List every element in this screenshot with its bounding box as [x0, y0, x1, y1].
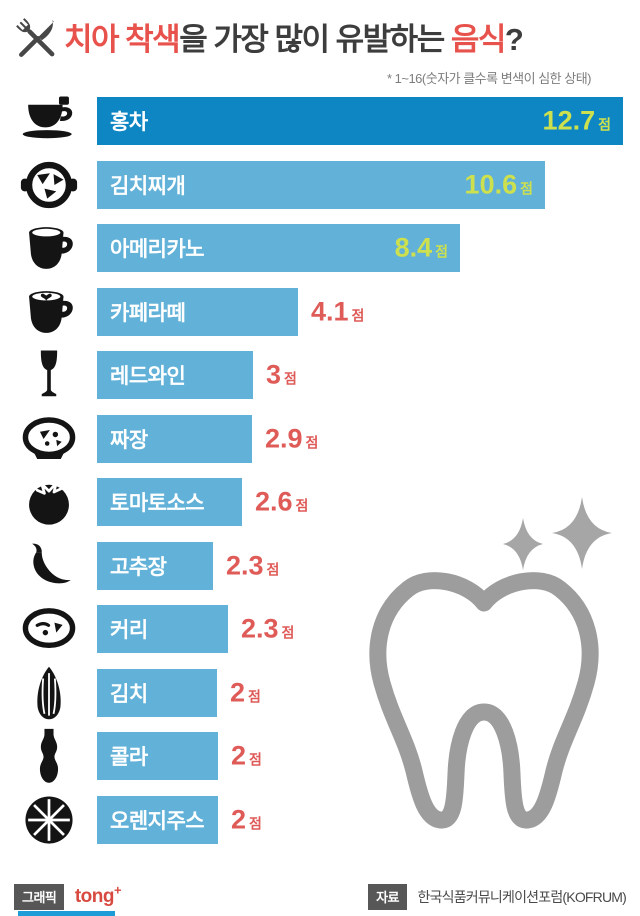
chart-row: 토마토소스 2.6 점: [0, 478, 640, 526]
coffee-mug-icon: [0, 218, 97, 278]
chili-pepper-icon: [0, 536, 97, 596]
cabbage-icon: [0, 663, 97, 723]
bar-label: 레드와인: [110, 365, 186, 388]
chart-row: 홍차 12.7 점: [0, 96, 640, 145]
credit: 그래픽 tong+: [14, 883, 122, 911]
curry-bowl-icon: [0, 599, 97, 659]
title-segment: ?: [504, 22, 524, 57]
page-title: 치아 착색을 가장 많이 유발하는 음식?: [64, 14, 524, 59]
bar-label: 김치: [110, 682, 148, 706]
bar-value: 4.1 점: [311, 296, 365, 326]
source-text: 한국식품커뮤니케이션포럼(KOFRUM): [417, 888, 626, 905]
bar-value: 8.4 점: [394, 232, 448, 263]
bar-label: 오렌지주스: [110, 809, 205, 833]
bar: 아메리카노 8.4 점: [97, 224, 460, 272]
tomato-icon: [0, 472, 97, 532]
bar-label: 커리: [110, 619, 148, 642]
bar-label: 짜장: [110, 428, 148, 452]
bar-label: 김치찌개: [110, 174, 186, 198]
chart-row: 김치 2 점: [0, 666, 640, 719]
bar: 카페라떼: [97, 287, 298, 336]
bar: 커리: [97, 605, 228, 653]
chart-row: 카페라떼 4.1 점: [0, 287, 640, 336]
bar-label: 토마토소스: [110, 492, 205, 515]
cola-bottle-icon: [0, 726, 97, 786]
source-badge: 자료: [368, 883, 407, 910]
bar: 홍차 12.7 점: [97, 97, 623, 145]
bar: 고추장: [97, 541, 213, 590]
fork-knife-icon: [10, 12, 64, 60]
tooth-illustration: [363, 487, 621, 839]
chart-row: 아메리카노 8.4 점: [0, 224, 640, 272]
bar: 콜라: [97, 732, 218, 780]
bar-value: 2.6 점: [255, 486, 309, 517]
chart-row: 짜장 2.9 점: [0, 414, 640, 463]
chart-row: 오렌지주스 2 점: [0, 795, 640, 844]
bar: 오렌지주스: [97, 795, 218, 844]
latte-cup-icon: [0, 282, 97, 342]
bar-label: 홍차: [110, 111, 148, 134]
stew-pot-icon: [0, 155, 97, 215]
noodle-bowl-icon: [0, 409, 97, 469]
bottom-accent-line: [18, 911, 115, 916]
credit-badge: 그래픽: [14, 884, 65, 911]
bar-value: 2.3 점: [241, 613, 295, 644]
bar: 레드와인: [97, 351, 253, 399]
bar-label: 고추장: [110, 555, 167, 579]
bar: 짜장: [97, 414, 252, 463]
bar: 김치찌개 10.6 점: [97, 160, 545, 209]
chart-row: 콜라 2 점: [0, 728, 640, 783]
bar-label: 카페라떼: [110, 301, 186, 325]
footer: 그래픽 tong+ 자료 한국식품커뮤니케이션포럼(KOFRUM): [0, 883, 640, 911]
chart-row: 커리 2.3 점: [0, 605, 640, 653]
scale-note: * 1~16(숫자가 클수록 변색이 심한 상태): [386, 71, 592, 86]
chart-row: 레드와인 3 점: [0, 350, 640, 399]
title-accent-segment: 치아 착색: [64, 22, 181, 57]
bar-value: 10.6 점: [464, 169, 533, 199]
orange-slice-icon: [0, 790, 97, 850]
bar: 김치: [97, 668, 217, 717]
sparkle-large-icon: [552, 497, 612, 569]
bar-label: 아메리카노: [110, 238, 205, 261]
bar: 토마토소스: [97, 478, 242, 526]
bar-value: 12.7 점: [542, 105, 611, 136]
teacup-saucer-icon: [0, 91, 97, 151]
tong-logo: tong+: [74, 883, 122, 908]
chart-row: 고추장 2.3 점: [0, 541, 640, 590]
sparkle-small-icon: [503, 518, 543, 570]
wine-glass-icon: [0, 345, 97, 405]
bar-value: 2.3 점: [226, 550, 280, 580]
tooth-outline: [369, 572, 599, 829]
source: 자료 한국식품커뮤니케이션포럼(KOFRUM): [368, 883, 627, 910]
title-segment: 을 가장 많이 유발하는: [179, 22, 451, 57]
title-accent-segment: 음식: [450, 22, 507, 57]
chart-row: 김치찌개 10.6 점: [0, 160, 640, 209]
bar-value: 2.9 점: [265, 423, 319, 453]
bar-label: 콜라: [110, 746, 148, 769]
